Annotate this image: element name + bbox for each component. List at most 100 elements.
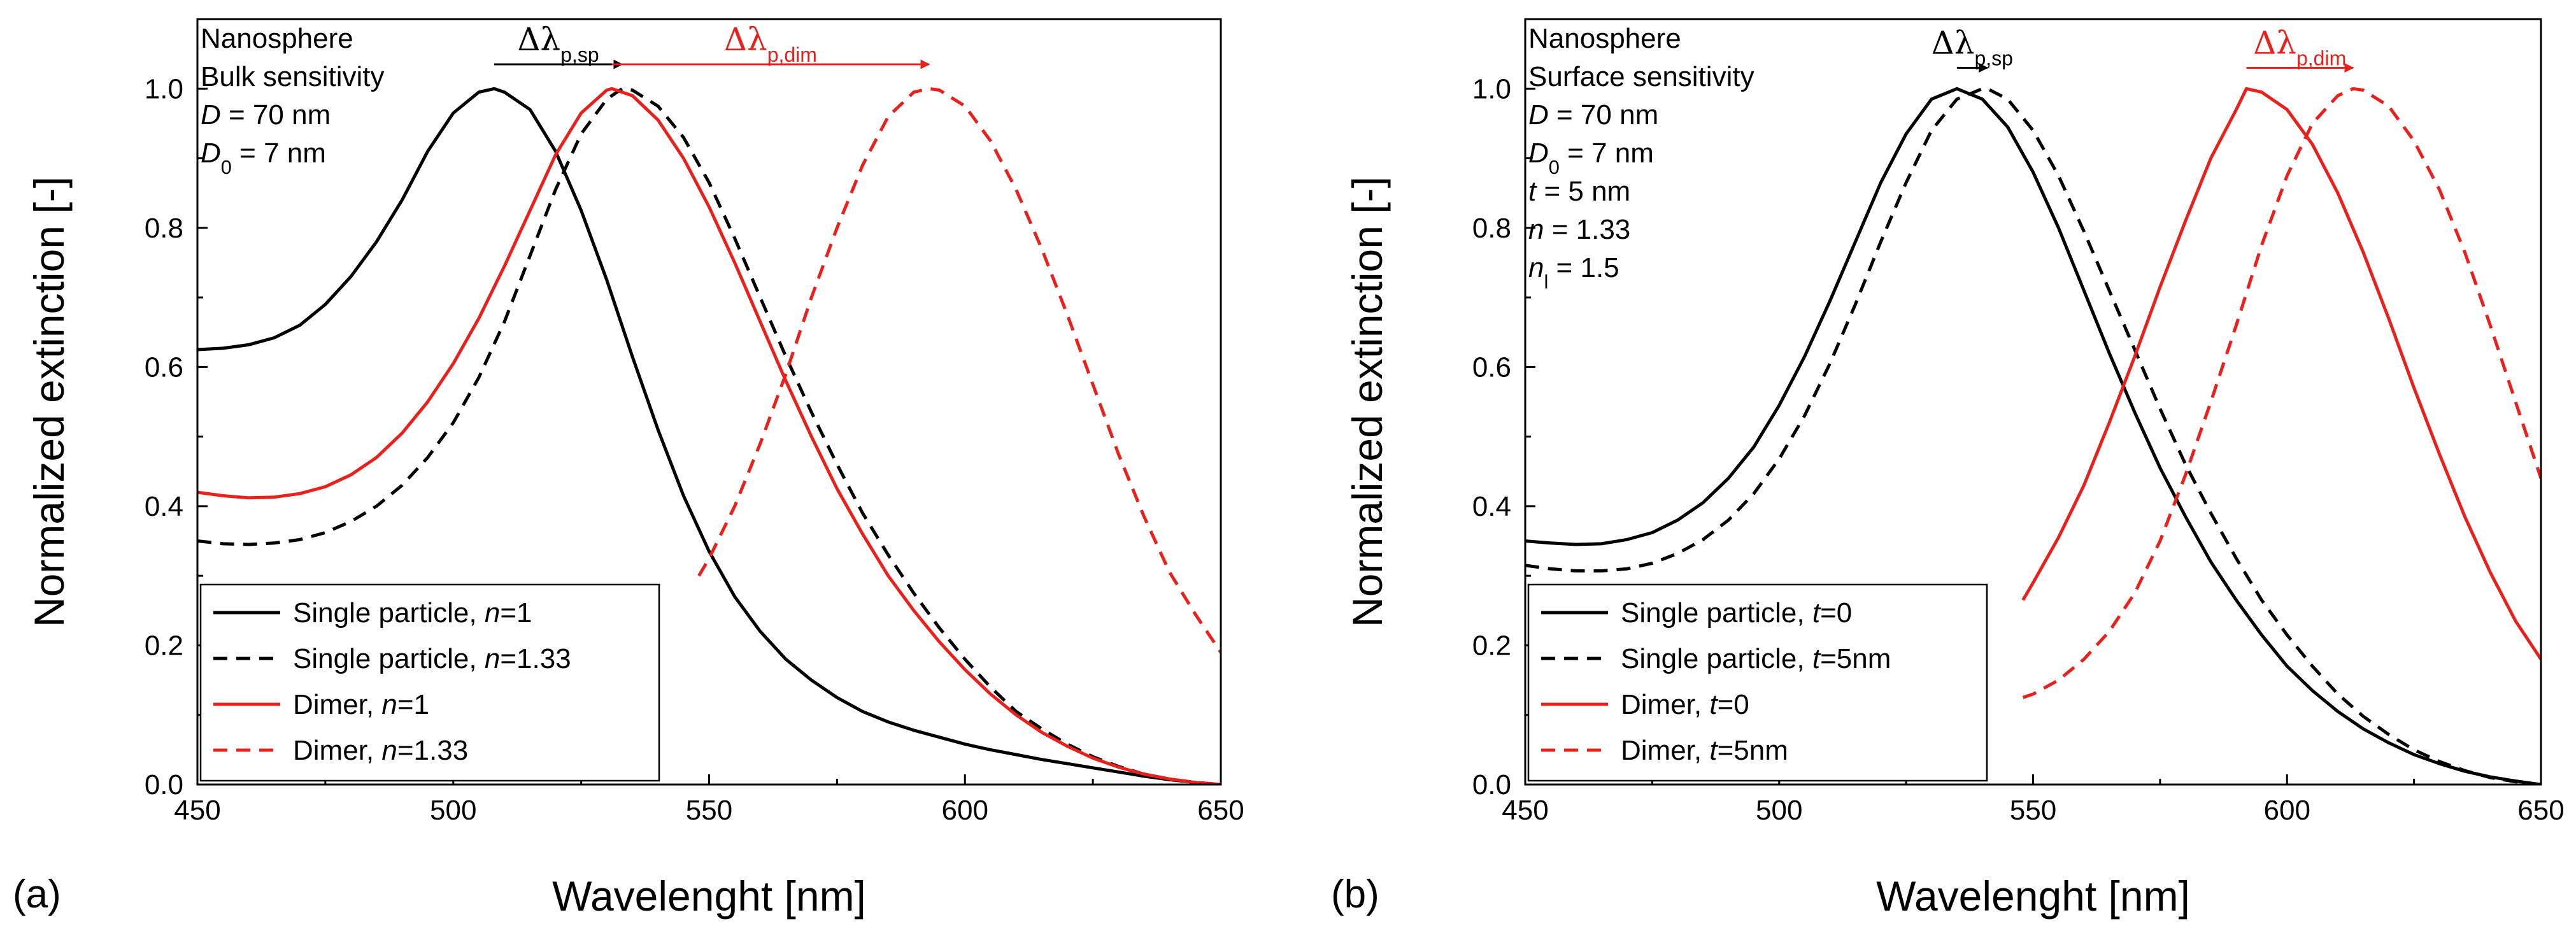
legend-entry-b-2-part-2: =0 (1718, 689, 1749, 720)
info-text-b: Nanosphere Surface sensitivity D = 70 nm D0… (1528, 23, 1754, 293)
info-line-b-5-part-1: = 1.33 (1544, 214, 1630, 245)
info-line-a-2: D = 70 nm (201, 99, 331, 131)
info-line-a-0: Nanosphere (201, 23, 353, 54)
legend-entry-b-2: Dimer, t=0 (1621, 689, 1749, 720)
info-line-b-5: n = 1.33 (1528, 214, 1630, 245)
x-tick-label-a-3: 600 (942, 795, 988, 826)
legend-entry-a-1: Single particle, n=1.33 (293, 643, 571, 674)
x-tick-label-b-3: 600 (2264, 795, 2310, 826)
series-line-a-3 (697, 87, 1221, 653)
info-line-a-0-part-0: Nanosphere (201, 23, 353, 54)
info-line-a-3-part-0: D (201, 138, 221, 169)
shift-subscript-a-0: p,sp (560, 43, 599, 66)
legend-entry-a-2-part-0: Dimer, (293, 689, 381, 720)
y-tick-label-a-4: 0.8 (145, 213, 183, 244)
shift-label-a-1: Δλp,dim (724, 21, 817, 66)
info-line-b-3: D0 = 7 nm (1528, 138, 1654, 178)
info-line-b-2-part-1: = 70 nm (1549, 99, 1658, 131)
legend-entry-a-1-part-2: =1.33 (500, 643, 571, 674)
info-line-a-2-part-0: D (201, 99, 221, 131)
axes-b: 450 500 550 600 650 0.0 0.2 0.4 0.6 0.8 1.0 (1472, 73, 2565, 826)
legend-box-b (1527, 583, 1988, 782)
info-line-b-3-part-0: D (1528, 138, 1549, 169)
series-line-b-2 (2021, 87, 2541, 660)
y-tick-label-b-4: 0.8 (1472, 213, 1511, 244)
legend-entry-a-0-part-0: Single particle, (293, 597, 485, 629)
x-axis-label-b: Wavelenght [nm] (1876, 872, 2190, 920)
legend-entry-b-1-part-2: =5nm (1820, 643, 1891, 674)
legend-entry-b-0: Single particle, t=0 (1621, 597, 1852, 629)
shift-annotations-a: Δλp,sp Δλp,dim (494, 21, 930, 69)
info-line-a-1-part-0: Bulk sensitivity (201, 61, 385, 92)
legend-entry-a-2-part-1: n (381, 689, 397, 720)
legend-entry-a-0-part-2: =1 (500, 597, 532, 629)
info-line-b-0: Nanosphere (1528, 23, 1681, 54)
y-tick-label-a-5: 1.0 (145, 73, 183, 104)
info-line-a-3-part-1: 0 (221, 156, 232, 178)
info-line-b-3-part-2: = 7 nm (1560, 138, 1654, 169)
panel-label-a: (a) (13, 872, 61, 916)
legend-entry-a-2-part-2: =1 (397, 689, 429, 720)
shift-label-a-0: Δλp,sp (517, 21, 599, 66)
plot-area-a (197, 87, 1221, 785)
legend-entry-b-3: Dimer, t=5nm (1621, 735, 1788, 766)
info-line-b-5-part-0: n (1528, 214, 1544, 245)
legend-entry-b-3-part-2: =5nm (1718, 735, 1788, 766)
info-line-b-4-part-1: = 5 nm (1536, 176, 1630, 207)
shift-symbol-b-0: Δλ (1932, 24, 1975, 61)
x-tick-label-a-1: 500 (430, 795, 476, 826)
shift-subscript-b-0: p,sp (1974, 46, 2012, 69)
info-line-b-6: nl = 1.5 (1528, 252, 1619, 293)
x-axis-label-a: Wavelenght [nm] (552, 872, 866, 920)
plot-area-b (1525, 87, 2541, 785)
y-axis-label-b: Normalized extinction [-] (1344, 176, 1391, 627)
legend-entry-a-1-part-1: n (485, 643, 500, 674)
legend-entry-b-2-part-0: Dimer, (1621, 689, 1709, 720)
shift-symbol-a-0: Δλ (517, 21, 560, 58)
info-line-b-6-part-1: l (1544, 271, 1548, 293)
panel-label-b: (b) (1331, 872, 1379, 916)
x-tick-label-a-0: 450 (174, 795, 220, 826)
series-line-b-3 (2022, 87, 2541, 699)
x-tick-label-b-1: 500 (1756, 795, 1802, 826)
legend-entry-b-1-part-1: t (1812, 643, 1821, 674)
x-tick-label-b-4: 650 (2517, 795, 2564, 826)
info-line-b-3-part-1: 0 (1549, 156, 1560, 178)
legend-entry-b-2-part-1: t (1709, 689, 1718, 720)
y-tick-label-b-1: 0.2 (1472, 630, 1511, 661)
series-line-b-1 (1525, 87, 2541, 785)
info-line-b-4: t = 5 nm (1528, 176, 1630, 207)
legend-entry-a-0-part-1: n (485, 597, 500, 629)
info-line-b-0-part-0: Nanosphere (1528, 23, 1681, 54)
y-tick-label-a-1: 0.2 (145, 630, 183, 661)
series-line-a-2 (197, 87, 1221, 785)
shift-symbol-b-1: Δλ (2253, 24, 2296, 61)
shift-label-b-0: Δλp,sp (1932, 24, 2013, 69)
series-line-a-0 (197, 87, 1221, 785)
x-tick-label-b-2: 550 (2010, 795, 2056, 826)
info-line-a-3-part-2: = 7 nm (232, 138, 326, 169)
info-line-a-2-part-1: = 70 nm (221, 99, 331, 131)
x-tick-label-a-2: 550 (686, 795, 732, 826)
info-line-b-6-part-2: = 1.5 (1548, 252, 1619, 283)
info-line-b-1-part-0: Surface sensitivity (1528, 61, 1754, 92)
legend-entry-a-0: Single particle, n=1 (293, 597, 532, 629)
info-line-b-4-part-0: t (1528, 176, 1537, 207)
y-tick-label-b-3: 0.6 (1472, 352, 1511, 383)
legend-entry-b-3-part-0: Dimer, (1621, 735, 1709, 766)
info-line-b-1: Surface sensitivity (1528, 61, 1754, 92)
legend-entry-a-3: Dimer, n=1.33 (293, 735, 468, 766)
series-line-b-0 (1525, 87, 2541, 785)
legend-entry-b-1-part-0: Single particle, (1621, 643, 1812, 674)
info-line-a-3: D0 = 7 nm (201, 138, 326, 178)
y-tick-label-b-5: 1.0 (1472, 73, 1511, 104)
y-tick-label-a-2: 0.4 (145, 491, 183, 522)
y-tick-label-a-3: 0.6 (145, 352, 183, 383)
x-tick-label-b-0: 450 (1502, 795, 1548, 826)
shift-subscript-a-1: p,dim (767, 43, 817, 66)
legend-entry-a-1-part-0: Single particle, (293, 643, 485, 674)
info-line-b-6-part-0: n (1528, 252, 1544, 283)
